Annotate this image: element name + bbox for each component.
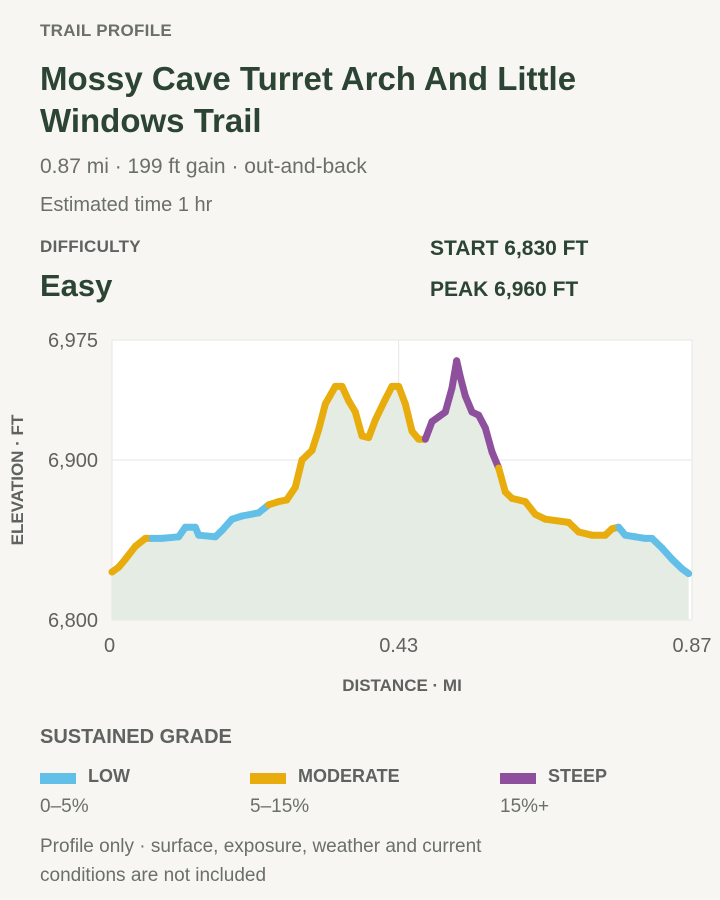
legend-range-moderate: 5–15%: [250, 796, 310, 817]
x-tick-label: 0.43: [379, 635, 418, 657]
y-tick-label: 6,800: [48, 610, 98, 632]
elevation-segment-steep: [441, 384, 456, 416]
elevation-segment-steep: [481, 424, 496, 456]
y-tick-label: 6,975: [48, 330, 98, 352]
difficulty-label: DIFFICULTY: [40, 237, 141, 256]
trail-stats: 0.87 mi · 199 ft gain · out-and-back: [40, 155, 367, 178]
peak-elevation: PEAK 6,960 FT: [430, 278, 579, 301]
y-axis-label: ELEVATION · FT: [8, 414, 27, 545]
x-tick-label: 0: [104, 635, 115, 657]
legend-swatch-low: [40, 773, 76, 784]
start-elevation: START 6,830 FT: [430, 237, 589, 260]
footnote: Profile only · surface, exposure, weathe…: [40, 836, 482, 886]
section-eyebrow: TRAIL PROFILE: [40, 21, 173, 40]
elevation-segment-moderate: [401, 400, 416, 435]
elevation-segment-moderate: [371, 395, 389, 424]
legend-range-low: 0–5%: [40, 796, 89, 817]
legend-label-moderate: MODERATE: [298, 766, 400, 786]
elevation-chart: 6,800 6,900 6,975 0 0.43 0.87 DISTANCE · MI EL…: [8, 330, 712, 695]
elevation-segment-moderate: [308, 426, 323, 454]
legend-label-low: LOW: [88, 766, 130, 786]
elevation-segment-moderate: [351, 408, 366, 440]
elevation-area: [112, 360, 689, 620]
y-tick-label: 6,900: [48, 450, 98, 472]
elevation-segment-moderate: [291, 456, 306, 491]
legend-range-steep: 15%+: [500, 796, 550, 817]
elevation-segment-moderate: [315, 400, 329, 434]
x-tick-label: 0.87: [673, 635, 712, 657]
x-axis-label: DISTANCE · MI: [342, 676, 462, 695]
legend-label-steep: STEEP: [548, 766, 608, 786]
estimated-time: Estimated time 1 hr: [40, 194, 213, 216]
legend-swatch-steep: [500, 773, 536, 784]
elevation-segment-low: [678, 565, 693, 578]
legend-title: SUSTAINED GRADE: [40, 726, 232, 748]
difficulty-value: Easy: [40, 268, 113, 303]
legend-swatch-moderate: [250, 773, 286, 784]
elevation-segment-moderate: [495, 464, 509, 496]
elevation-segment-moderate: [541, 515, 573, 526]
trail-title: Mossy Cave Turret Arch And Little Window…: [40, 60, 577, 139]
